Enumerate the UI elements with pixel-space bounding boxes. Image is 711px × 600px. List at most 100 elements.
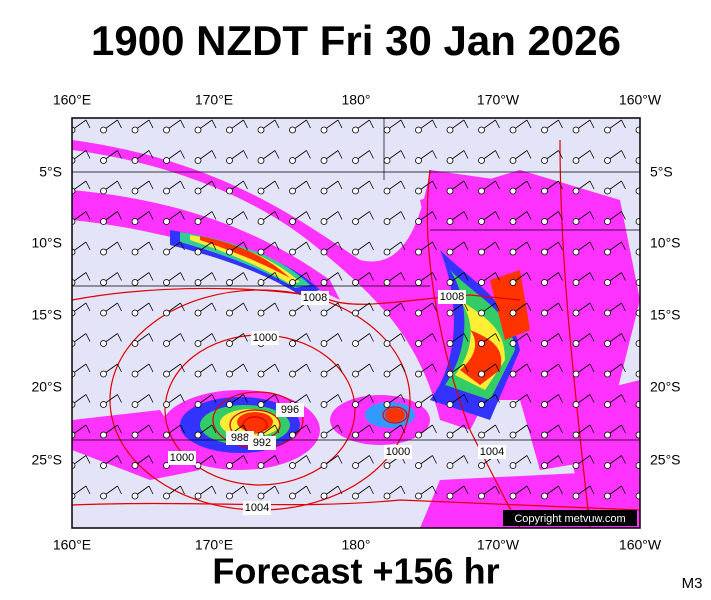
barb-flag: [495, 211, 500, 220]
barb-station: [320, 187, 328, 195]
barb-flag: [211, 302, 217, 312]
barb-station: [289, 309, 296, 317]
barb-flag: [85, 302, 91, 312]
barb-station: [541, 370, 548, 378]
barb-flag: [653, 364, 657, 372]
barb-flag: [306, 272, 311, 281]
barb-flag: [85, 150, 91, 159]
barb-station: [131, 492, 139, 500]
isobar-label-box: [276, 403, 304, 417]
barb-flag: [526, 333, 532, 342]
barb-station: [635, 248, 640, 256]
isobar-label: 1000: [386, 446, 410, 458]
barb-station: [257, 279, 265, 286]
lat-label: 20°S: [31, 379, 62, 395]
barb-flag: [369, 424, 374, 434]
barb-flag: [337, 180, 343, 190]
barb-flag: [369, 119, 374, 129]
barb-station: [257, 492, 265, 500]
barb-flag: [337, 394, 343, 403]
barb-flag: [180, 485, 185, 495]
barb-flag: [180, 302, 185, 312]
barb-station: [257, 462, 265, 469]
barb-flag: [211, 272, 217, 281]
map-area: [72, 118, 657, 528]
barb-flag: [274, 241, 280, 251]
barb-flag: [621, 272, 626, 281]
barb-staff: [638, 159, 640, 161]
barb-flag: [274, 363, 280, 373]
barb-station: [163, 401, 170, 408]
barb-flag: [117, 424, 122, 434]
barb-station: [383, 462, 391, 469]
barb-station: [383, 401, 391, 408]
barb-flag: [211, 180, 217, 190]
barb-station: [383, 248, 391, 256]
barb-station: [604, 309, 611, 317]
barb-station: [446, 492, 454, 500]
barb-flag: [400, 241, 406, 251]
barb-flag: [432, 455, 437, 464]
barb-station: [572, 126, 580, 134]
barb-station: [352, 431, 359, 439]
barb-station: [446, 431, 454, 439]
barb-flag: [306, 424, 311, 434]
barb-station: [478, 340, 485, 347]
barb-flag: [148, 394, 154, 403]
barb-flag: [337, 455, 343, 464]
barb-flag: [117, 333, 122, 342]
barb-flag: [148, 485, 154, 495]
barb-station: [572, 187, 580, 195]
barb-station: [289, 370, 296, 378]
barb-flag: [526, 150, 532, 159]
barb-staff: [638, 128, 640, 131]
barb-station: [478, 126, 485, 134]
barb-flag: [621, 211, 626, 220]
barb-flag: [400, 272, 406, 281]
barb-flag: [148, 363, 154, 373]
barb-flag: [180, 150, 185, 159]
barb-flag: [274, 272, 280, 281]
barb-flag: [117, 150, 122, 159]
barb-staff: [638, 372, 640, 375]
barb-flag: [117, 302, 122, 312]
barb-station: [320, 126, 328, 134]
barb-flag: [400, 302, 406, 312]
barb-station: [604, 431, 611, 439]
barb-flag: [589, 455, 595, 464]
lon-label: 180°: [342, 92, 371, 108]
barb-station: [572, 492, 580, 500]
barb-flag: [526, 272, 532, 281]
barb-station: [509, 340, 517, 347]
barb-flag: [400, 363, 406, 373]
copyright-box: [503, 510, 637, 526]
barb-station: [446, 187, 454, 195]
barb-flag: [463, 272, 469, 281]
barb-station: [509, 218, 517, 225]
barb-flag: [495, 272, 500, 281]
barb-flag: [274, 394, 280, 403]
barb-flag: [369, 363, 374, 373]
barb-flag: [558, 119, 563, 129]
isobar-label: 992: [253, 437, 271, 449]
barb-flag: [495, 150, 500, 159]
barb-station: [289, 431, 296, 439]
isobar-label-box: [226, 431, 254, 445]
barb-station: [100, 157, 107, 164]
barb-flag: [306, 180, 311, 190]
barb-flag: [148, 424, 154, 434]
barb-station: [635, 370, 640, 378]
barb-station: [289, 157, 296, 164]
barb-station: [352, 279, 359, 286]
barb-flag: [337, 302, 343, 312]
barb-flag: [369, 241, 374, 251]
barb-station: [163, 309, 170, 317]
barb-station: [289, 126, 296, 134]
barb-station: [415, 401, 422, 408]
barb-station: [541, 218, 548, 225]
barb-station: [100, 309, 107, 317]
barb-flag: [243, 394, 248, 403]
barb-flag: [558, 272, 563, 281]
barb-flag: [589, 485, 595, 495]
barb-station: [226, 462, 233, 469]
